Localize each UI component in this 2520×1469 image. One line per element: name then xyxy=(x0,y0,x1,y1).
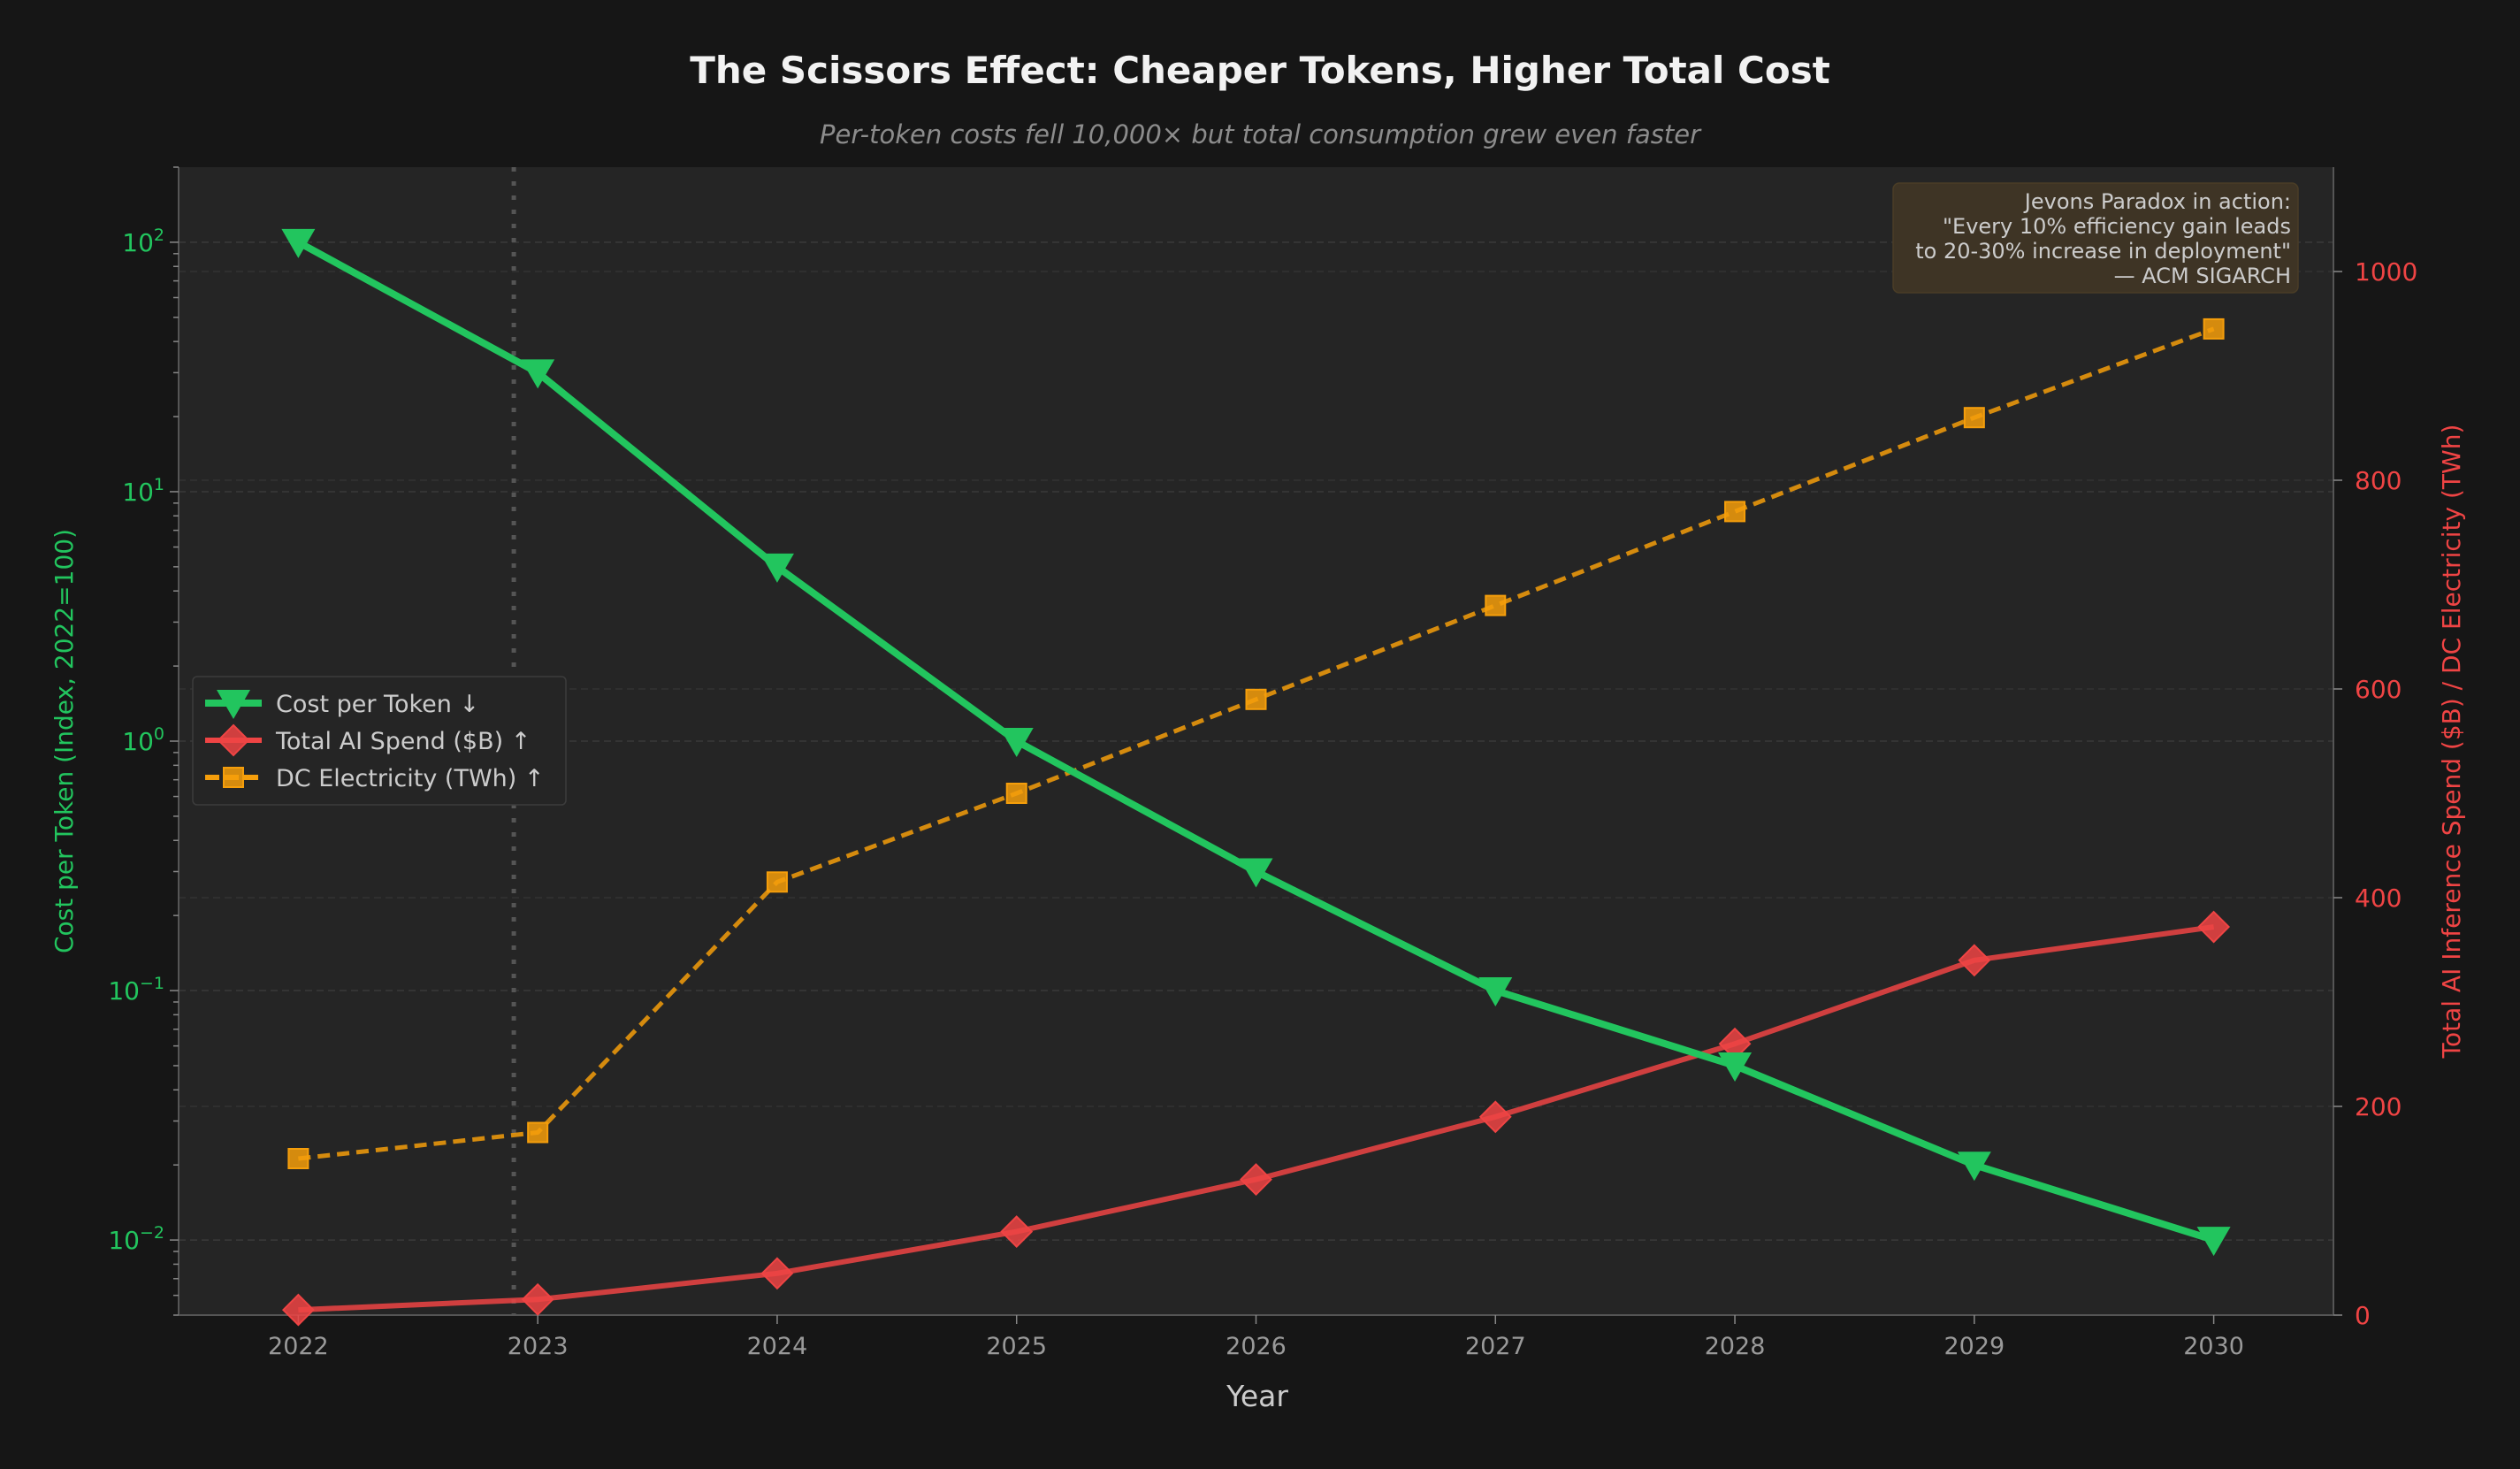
data-point xyxy=(1963,407,1985,429)
legend-marker xyxy=(223,767,244,788)
x-tick-label: 2023 xyxy=(508,1333,569,1360)
x-tick-label: 2024 xyxy=(747,1333,808,1360)
right-tick-label: 600 xyxy=(2355,675,2402,704)
plot-area: 10−2 10−1 100 101 102 0 200 400 600 800 1000 2022 20… xyxy=(108,166,2417,1360)
right-tick-label: 1000 xyxy=(2355,257,2417,287)
annotation-box xyxy=(1892,182,2299,294)
data-point xyxy=(2203,318,2225,340)
data-point xyxy=(521,359,555,389)
left-tick-label: 100 xyxy=(122,724,164,756)
data-point xyxy=(1478,1100,1512,1134)
right-tick-label: 800 xyxy=(2355,466,2402,495)
data-point xyxy=(527,1121,549,1144)
chart-subtitle: Per-token costs fell 10,000× but total c… xyxy=(820,119,1702,149)
right-tick-label: 0 xyxy=(2355,1301,2371,1330)
annotation-text: to 20-30% increase in deployment" xyxy=(1915,239,2291,264)
x-tick-label: 2028 xyxy=(1705,1333,1766,1360)
data-point xyxy=(999,728,1034,757)
data-point xyxy=(1485,594,1507,616)
legend-label: DC Electricity (TWh) ↑ xyxy=(276,765,545,792)
x-tick-label: 2025 xyxy=(986,1333,1047,1360)
left-axis-label: Cost per Token (Index, 2022=100) xyxy=(50,529,79,953)
left-tick-label: 10−1 xyxy=(108,974,164,1006)
left-tick-label: 102 xyxy=(122,226,164,257)
data-point xyxy=(1005,783,1027,804)
data-point xyxy=(760,553,794,583)
legend xyxy=(192,676,567,806)
data-point xyxy=(1957,1151,1991,1182)
x-axis-label: Year xyxy=(1226,1379,1288,1413)
right-tick-label: 400 xyxy=(2355,884,2402,913)
legend-label: Total AI Spend ($B) ↑ xyxy=(275,728,531,755)
legend-marker xyxy=(217,723,250,757)
annotation-text: Jevons Paradox in action: xyxy=(2023,189,2291,214)
data-point xyxy=(1000,1215,1034,1249)
data-point xyxy=(2197,910,2231,944)
x-tick-label: 2022 xyxy=(268,1333,329,1360)
data-point xyxy=(1245,688,1267,710)
left-tick-label: 101 xyxy=(122,475,164,507)
data-point xyxy=(1478,977,1513,1007)
data-point xyxy=(1724,501,1746,523)
legend-marker xyxy=(217,690,250,719)
data-point xyxy=(281,228,316,258)
data-point xyxy=(521,1282,554,1316)
data-point xyxy=(760,1257,794,1290)
data-point xyxy=(281,1293,315,1327)
legend-label: Cost per Token ↓ xyxy=(276,691,479,718)
data-point xyxy=(2196,1227,2231,1257)
data-point xyxy=(1958,944,1991,977)
data-point xyxy=(1240,1163,1272,1197)
chart-title: The Scissors Effect: Cheaper Tokens, Hig… xyxy=(690,49,1830,92)
annotation-text: "Every 10% efficiency gain leads xyxy=(1943,214,2291,239)
x-tick-label: 2027 xyxy=(1465,1333,1526,1360)
x-tick-label: 2029 xyxy=(1943,1333,2005,1360)
data-point xyxy=(1239,858,1273,888)
data-point xyxy=(766,871,788,893)
data-point xyxy=(1718,1052,1753,1082)
annotation-text: — ACM SIGARCH xyxy=(2114,264,2291,288)
right-axis-label: Total AI Inference Spend ($B) / DC Elect… xyxy=(2437,425,2466,1060)
x-tick-label: 2026 xyxy=(1226,1333,1287,1360)
data-point xyxy=(287,1148,309,1169)
x-tick-label: 2030 xyxy=(2183,1333,2244,1360)
right-tick-label: 200 xyxy=(2355,1092,2402,1121)
left-tick-label: 10−2 xyxy=(108,1223,164,1255)
